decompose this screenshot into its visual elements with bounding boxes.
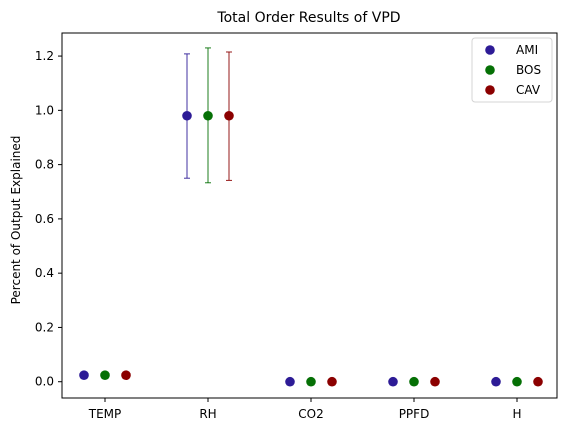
x-tick-label: CO2 [298, 407, 323, 421]
data-point-bos [203, 110, 213, 121]
legend-marker-bos [485, 65, 495, 75]
plot-frame [61, 32, 558, 399]
data-point-cav [327, 376, 337, 387]
x-tick-label: RH [199, 407, 216, 421]
y-tick-label: 1.0 [35, 103, 54, 117]
x-tick-label: H [512, 407, 521, 421]
legend-label-ami: AMI [516, 43, 538, 57]
y-axis-label: Percent of Output Explained [9, 136, 23, 305]
data-point-cav [224, 110, 234, 121]
y-tick-label: 0.4 [35, 266, 54, 280]
data-point-ami [79, 370, 89, 381]
chart-title: Total Order Results of VPD [216, 10, 400, 26]
x-tick-label: TEMP [88, 407, 122, 421]
plot-layer: 0.0 0.2 0.4 0.6 0.8 1.0 1.2 TEMP RH CO2 PPFD H [35, 47, 543, 421]
data-point-bos [409, 376, 419, 387]
data-point-bos [306, 376, 316, 387]
legend-label-cav: CAV [516, 83, 541, 97]
legend-marker-cav [485, 85, 495, 95]
y-tick-label: 0.2 [35, 320, 54, 334]
y-tick-label: 1.2 [35, 49, 54, 63]
legend-label-bos: BOS [516, 63, 541, 77]
y-tick-label: 0.6 [35, 212, 54, 226]
y-tick-label: 0.8 [35, 158, 54, 172]
x-tick-label: PPFD [399, 407, 430, 421]
data-point-ami [285, 376, 295, 387]
data-point-ami [182, 110, 192, 121]
legend-marker-ami [485, 45, 495, 55]
legend: AMI BOS CAV [471, 37, 553, 103]
data-point-bos [100, 370, 110, 381]
data-point-cav [533, 376, 543, 387]
data-point-bos [512, 376, 522, 387]
data-point-cav [121, 370, 131, 381]
data-point-ami [388, 376, 398, 387]
data-point-cav [430, 376, 440, 387]
data-point-ami [491, 376, 501, 387]
y-tick-label: 0.0 [35, 375, 54, 389]
